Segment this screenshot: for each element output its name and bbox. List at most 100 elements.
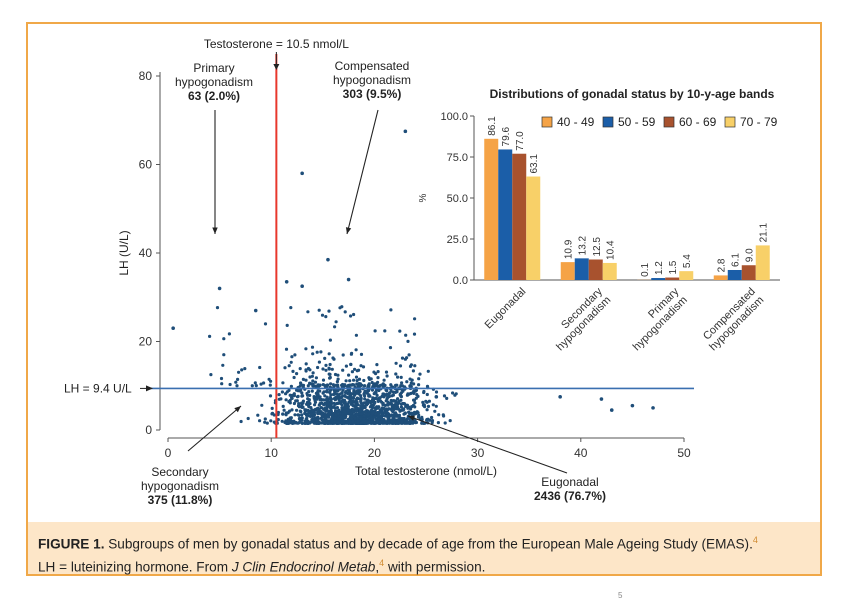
arrow-head: [408, 415, 415, 421]
scatter-point: [243, 367, 247, 371]
scatter-point: [329, 382, 333, 386]
secondary-hypogonadism-label-line: Secondary: [151, 465, 208, 479]
bar-value-label: 12.5: [592, 237, 603, 257]
lh-threshold-label: LH = 9.4 U/L: [64, 381, 132, 395]
scatter-point: [318, 398, 322, 402]
scatter-point: [315, 406, 320, 411]
scatter-point: [397, 413, 401, 417]
scatter-plot: 0 20 40 60 80 0 10 20 30 40 50 Total testosterone (…: [117, 54, 694, 478]
scatter-point: [409, 407, 413, 411]
scatter-point: [367, 377, 372, 381]
scatter-point: [352, 383, 356, 387]
scatter-point: [215, 306, 220, 310]
scatter-point: [430, 421, 434, 425]
scatter-point: [333, 410, 337, 414]
scatter-point: [396, 407, 401, 411]
scatter-point: [329, 402, 333, 406]
scatter-point: [412, 398, 416, 402]
scatter-point: [411, 412, 415, 416]
scatter-point: [270, 406, 274, 410]
scatter-point: [293, 413, 297, 417]
scatter-point: [348, 383, 352, 387]
scatter-point: [320, 401, 324, 405]
scatter-point: [408, 411, 412, 415]
scatter-point: [381, 403, 385, 407]
scatter-point: [299, 381, 303, 385]
scatter-point: [339, 396, 343, 400]
bar-y-tick-label: 50.0: [447, 193, 468, 205]
scatter-point: [258, 365, 262, 370]
y-tick-label: 80: [139, 69, 153, 83]
scatter-point: [384, 392, 389, 396]
bar: [727, 269, 742, 280]
bar-category-label: Eugonadal: [483, 286, 529, 332]
scatter-point: [426, 417, 430, 421]
bar-value-label: 86.1: [487, 116, 498, 136]
scatter-point: [356, 416, 360, 421]
scatter-point: [300, 413, 304, 417]
legend-swatch: [663, 116, 675, 128]
scatter-point: [357, 377, 362, 381]
scatter-point: [403, 418, 407, 422]
scatter-point: [349, 414, 354, 418]
scatter-point: [357, 392, 361, 396]
scatter-point: [256, 413, 260, 417]
bar-value-label: 5.4: [682, 254, 693, 268]
scatter-point: [433, 409, 437, 413]
scatter-point: [369, 408, 373, 413]
scatter-point: [403, 357, 407, 361]
bar: [526, 176, 541, 280]
scatter-point: [402, 408, 406, 412]
caption-text-2: LH = luteinizing hormone. From: [38, 559, 232, 575]
bar-value-label: 0.1: [640, 262, 651, 276]
scatter-point: [374, 412, 378, 416]
scatter-point: [296, 394, 300, 398]
scatter-point: [308, 375, 312, 379]
scatter-point: [413, 421, 418, 425]
scatter-point: [316, 365, 320, 370]
scatter-point: [362, 378, 366, 383]
scatter-point: [347, 390, 351, 394]
scatter-point: [236, 377, 240, 381]
scatter-point: [397, 418, 401, 422]
scatter-point: [321, 378, 326, 382]
scatter-point: [355, 400, 359, 404]
scatter-point: [277, 393, 281, 397]
scatter-point: [287, 400, 291, 404]
scatter-point: [413, 405, 417, 409]
scatter-point: [405, 380, 409, 384]
scatter-point: [324, 415, 328, 419]
scatter-point: [298, 409, 302, 413]
scatter-point: [301, 377, 305, 381]
scatter-point: [399, 375, 403, 379]
y-tick-label: 40: [139, 246, 153, 260]
bar: [574, 258, 589, 280]
scatter-point: [284, 411, 288, 415]
bar-y-axis-title: %: [418, 193, 429, 202]
scatter-point: [396, 375, 400, 379]
scatter-point: [338, 417, 342, 421]
scatter-point: [399, 421, 403, 425]
scatter-point: [220, 382, 224, 386]
scatter-point: [280, 390, 284, 394]
bar: [484, 138, 499, 280]
scatter-point: [416, 394, 420, 398]
bar: [498, 149, 513, 280]
scatter-point: [288, 409, 292, 413]
scatter-point: [396, 401, 400, 405]
scatter-point: [359, 412, 363, 416]
scatter-point: [380, 408, 384, 412]
scatter-point: [373, 409, 377, 413]
scatter-point: [353, 393, 357, 397]
scatter-point: [360, 383, 364, 387]
bar: [651, 278, 666, 280]
scatter-point: [254, 384, 258, 388]
scatter-point: [300, 394, 304, 398]
scatter-point: [369, 420, 373, 424]
scatter-point: [290, 408, 294, 412]
scatter-point: [330, 416, 334, 420]
scatter-point: [305, 416, 309, 420]
primary-hypogonadism-label-line: Primary: [193, 61, 234, 75]
scatter-point: [305, 413, 309, 417]
scatter-point: [342, 415, 346, 419]
